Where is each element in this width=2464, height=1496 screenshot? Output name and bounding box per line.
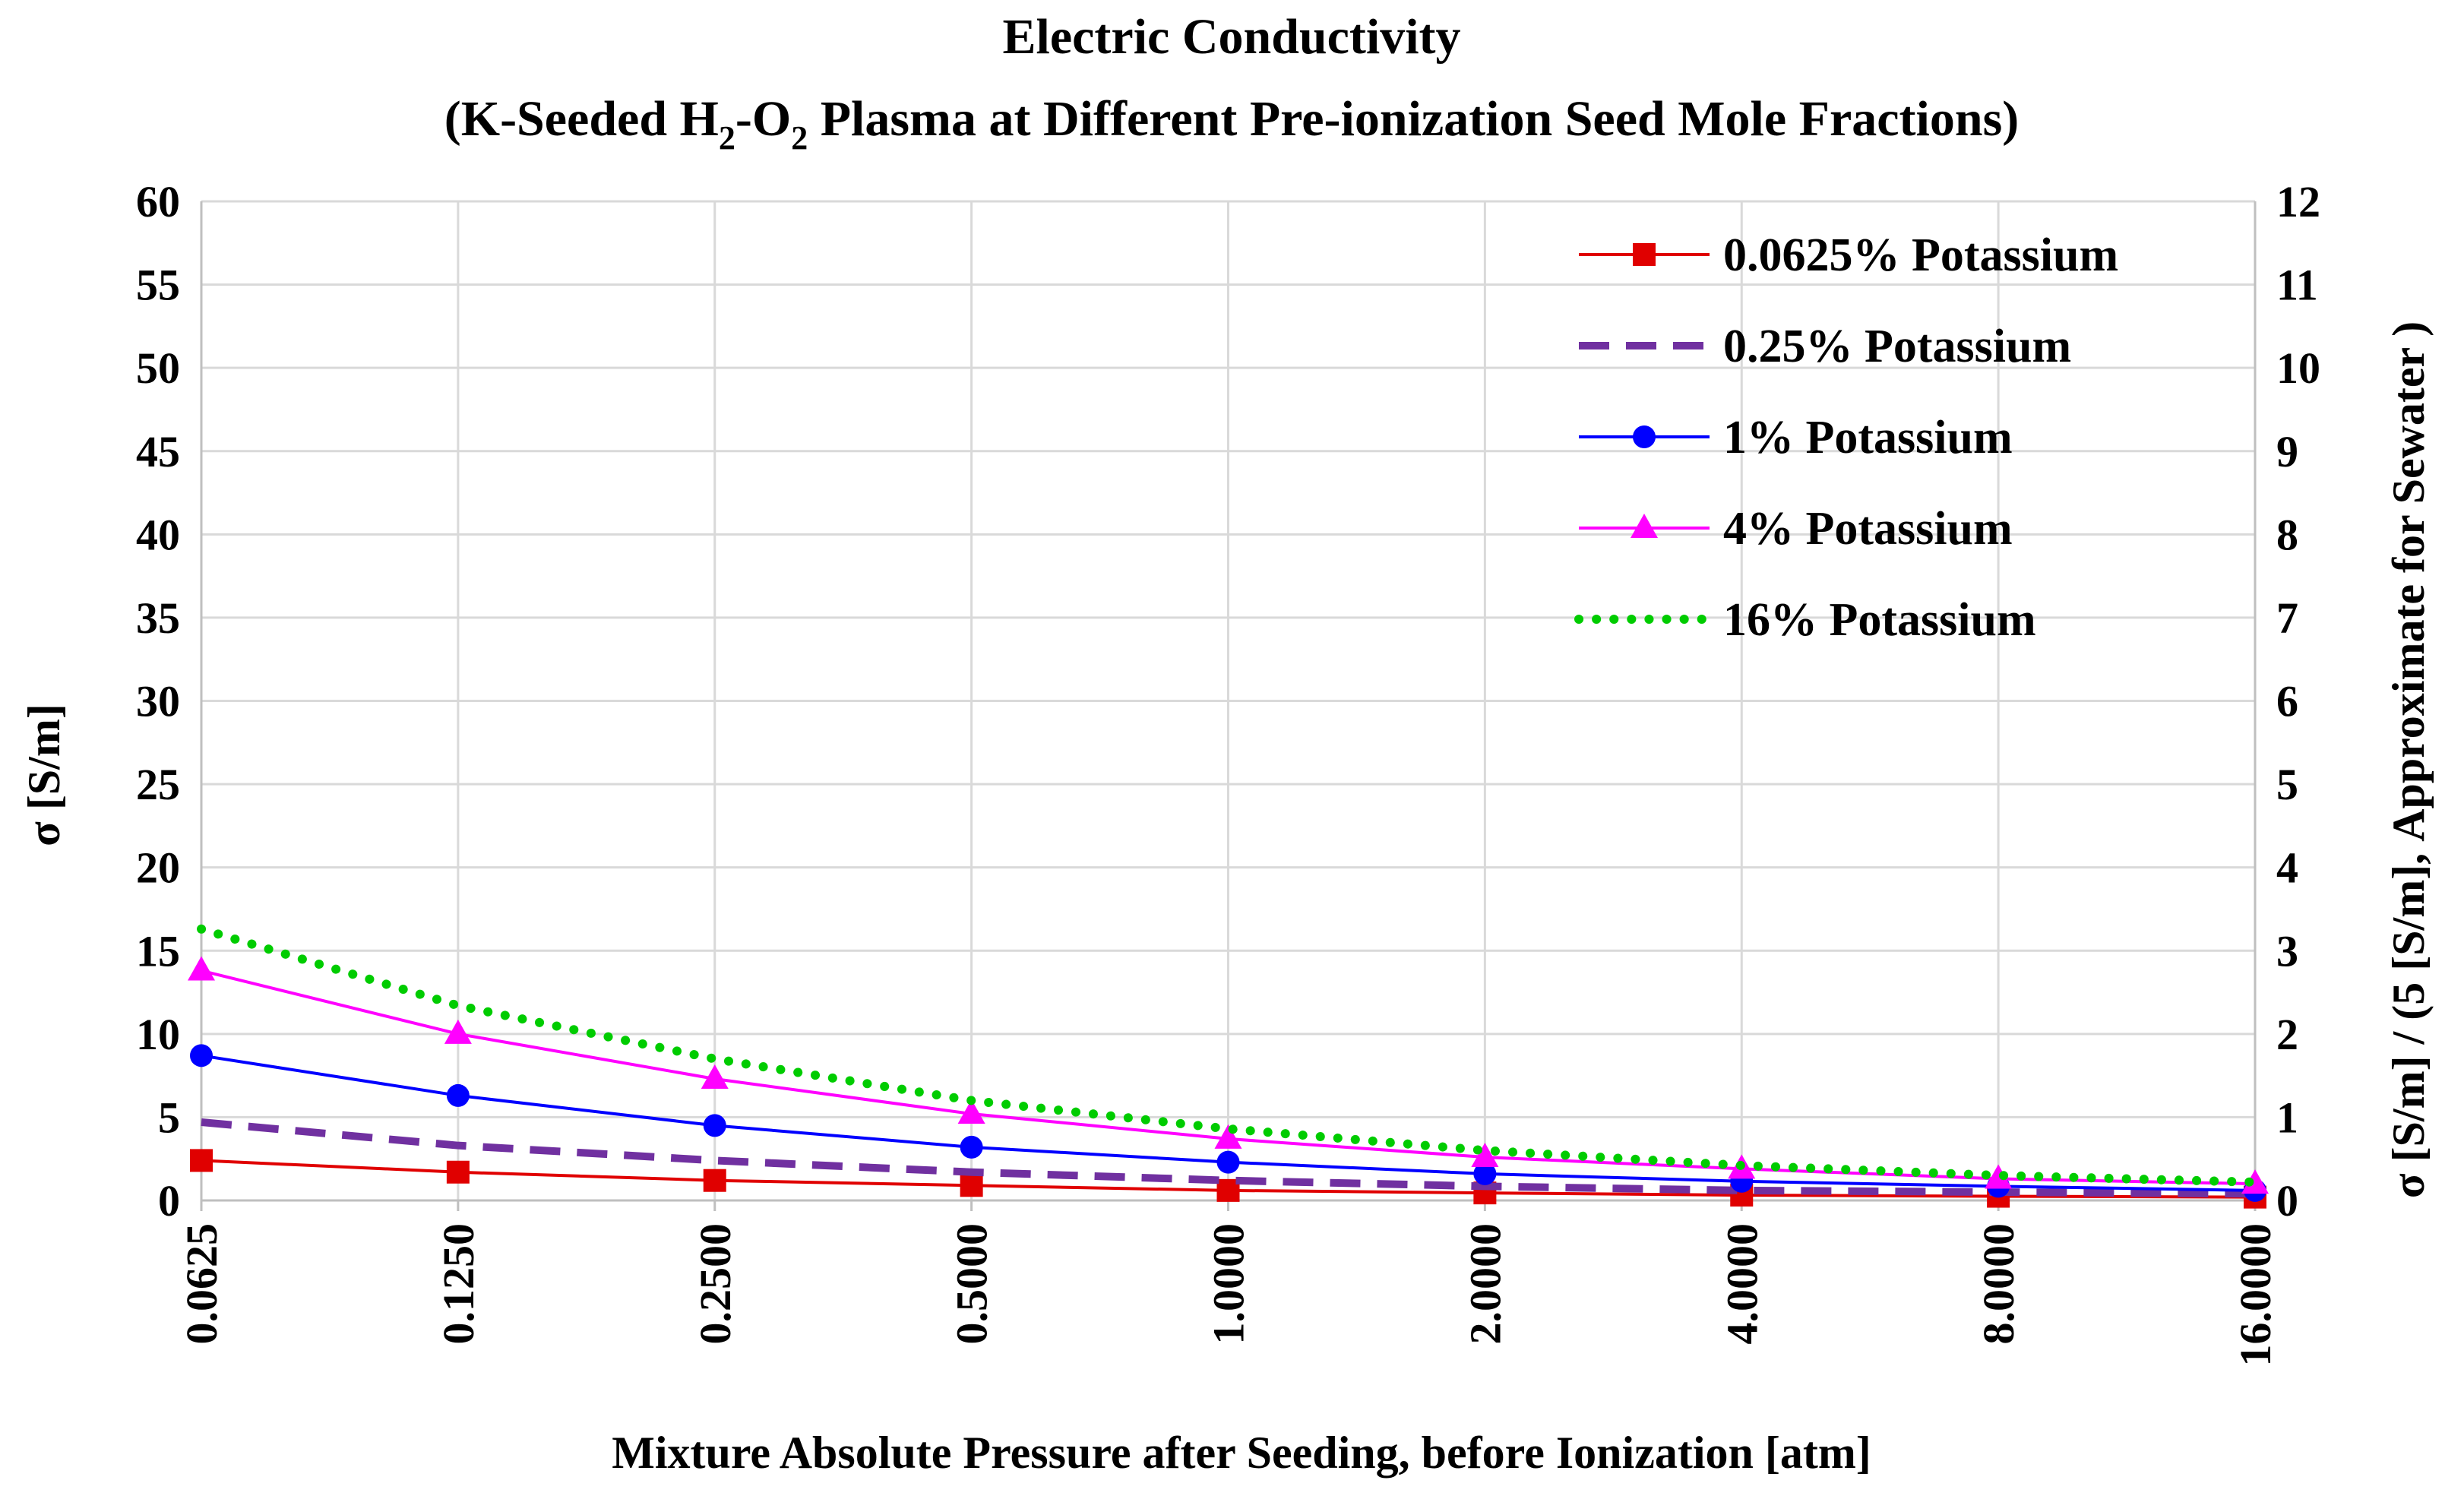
y-tick-label: 10	[136, 1010, 180, 1059]
legend-item: 4% Potassium	[1579, 503, 2013, 555]
y-tick-label: 20	[136, 843, 180, 893]
y2-tick-label: 3	[2276, 926, 2298, 976]
x-axis-label: Mixture Absolute Pressure after Seeding,…	[612, 1428, 1871, 1478]
y2-tick-label: 2	[2276, 1010, 2298, 1059]
legend-marker	[1633, 243, 1656, 266]
x-tick-label: 0.5000	[947, 1223, 997, 1345]
data-point	[957, 1099, 985, 1124]
legend-item: 1% Potassium	[1579, 412, 2013, 463]
y-tick-label: 25	[136, 760, 180, 809]
y-tick-label: 35	[136, 593, 180, 643]
x-tick-label: 16.0000	[2231, 1223, 2280, 1367]
data-point	[446, 1160, 470, 1184]
data-point	[1471, 1143, 1499, 1168]
chart-title: Electric Conductivity	[1002, 9, 1460, 65]
data-point	[444, 1019, 472, 1044]
data-point	[703, 1114, 726, 1137]
x-tick-label: 2.0000	[1460, 1223, 1510, 1345]
data-point	[960, 1135, 983, 1159]
y2-tick-label: 1	[2276, 1093, 2298, 1142]
legend-label: 4% Potassium	[1723, 503, 2013, 555]
y-tick-label: 0	[158, 1176, 180, 1226]
y-tick-label: 15	[136, 926, 180, 976]
data-point	[446, 1083, 470, 1107]
y-tick-label: 5	[158, 1093, 180, 1142]
legend-label: 16% Potassium	[1723, 594, 2036, 646]
legend-label: 0.25% Potassium	[1723, 321, 2071, 372]
x-tick-label: 8.0000	[1974, 1223, 2023, 1345]
y2-tick-label: 4	[2276, 843, 2298, 893]
legend-item: 0.0625% Potassium	[1579, 229, 2118, 281]
series-1	[201, 1118, 2256, 1198]
data-point	[2241, 1169, 2269, 1194]
x-tick-label: 4.0000	[1717, 1223, 1767, 1345]
axes: 0510152025303540455055600123456789101112…	[136, 177, 2320, 1367]
grid-lines	[201, 200, 2255, 1200]
legend-marker	[1633, 425, 1656, 448]
y2-tick-label: 10	[2276, 343, 2320, 393]
series-2	[190, 1044, 2266, 1202]
series-4	[197, 924, 2260, 1187]
y2-tick-label: 9	[2276, 427, 2298, 476]
data-point	[1473, 1162, 1497, 1185]
series-line	[201, 1118, 2256, 1198]
y2-axis-label: σ [S/m] / (5 [S/m], Approximate for Sewa…	[2383, 321, 2434, 1198]
legend-label: 0.0625% Potassium	[1723, 229, 2118, 281]
y2-tick-label: 11	[2276, 261, 2318, 310]
y2-tick-label: 6	[2276, 677, 2298, 726]
y-tick-label: 40	[136, 510, 180, 559]
data-point	[190, 1149, 213, 1172]
data-point	[1214, 1124, 1242, 1149]
y-axis-label: σ [S/m]	[19, 704, 69, 846]
x-tick-label: 1.0000	[1204, 1223, 1254, 1345]
y2-tick-label: 7	[2276, 593, 2298, 643]
data-point	[188, 956, 215, 981]
data-point	[703, 1169, 726, 1192]
y2-tick-label: 12	[2276, 177, 2320, 226]
x-tick-label: 0.0625	[177, 1223, 226, 1345]
y2-tick-label: 8	[2276, 510, 2298, 559]
data-series	[188, 924, 2269, 1209]
x-tick-label: 0.1250	[434, 1223, 483, 1345]
y2-tick-label: 0	[2276, 1176, 2298, 1226]
x-tick-label: 0.2500	[691, 1223, 740, 1345]
data-point	[1216, 1150, 1240, 1174]
y-tick-label: 60	[136, 177, 180, 226]
legend: 0.0625% Potassium 0.25% Potassium 1% Potas…	[1574, 229, 2118, 646]
data-point	[701, 1064, 729, 1090]
legend-item: 0.25% Potassium	[1579, 321, 2071, 372]
legend-label: 1% Potassium	[1723, 412, 2013, 463]
y-tick-label: 55	[136, 261, 180, 310]
data-point	[190, 1044, 213, 1067]
y2-tick-label: 5	[2276, 760, 2298, 809]
series-line	[197, 924, 2260, 1187]
y-tick-label: 50	[136, 343, 180, 393]
legend-marker	[1631, 514, 1658, 538]
legend-item: 16% Potassium	[1574, 594, 2036, 646]
data-point	[960, 1174, 983, 1197]
y-tick-label: 30	[136, 677, 180, 726]
y-tick-label: 45	[136, 427, 180, 476]
chart-subtitle: (K-Seeded H2-O2 Plasma at Different Pre-…	[444, 91, 2020, 157]
data-point	[1985, 1164, 2013, 1189]
